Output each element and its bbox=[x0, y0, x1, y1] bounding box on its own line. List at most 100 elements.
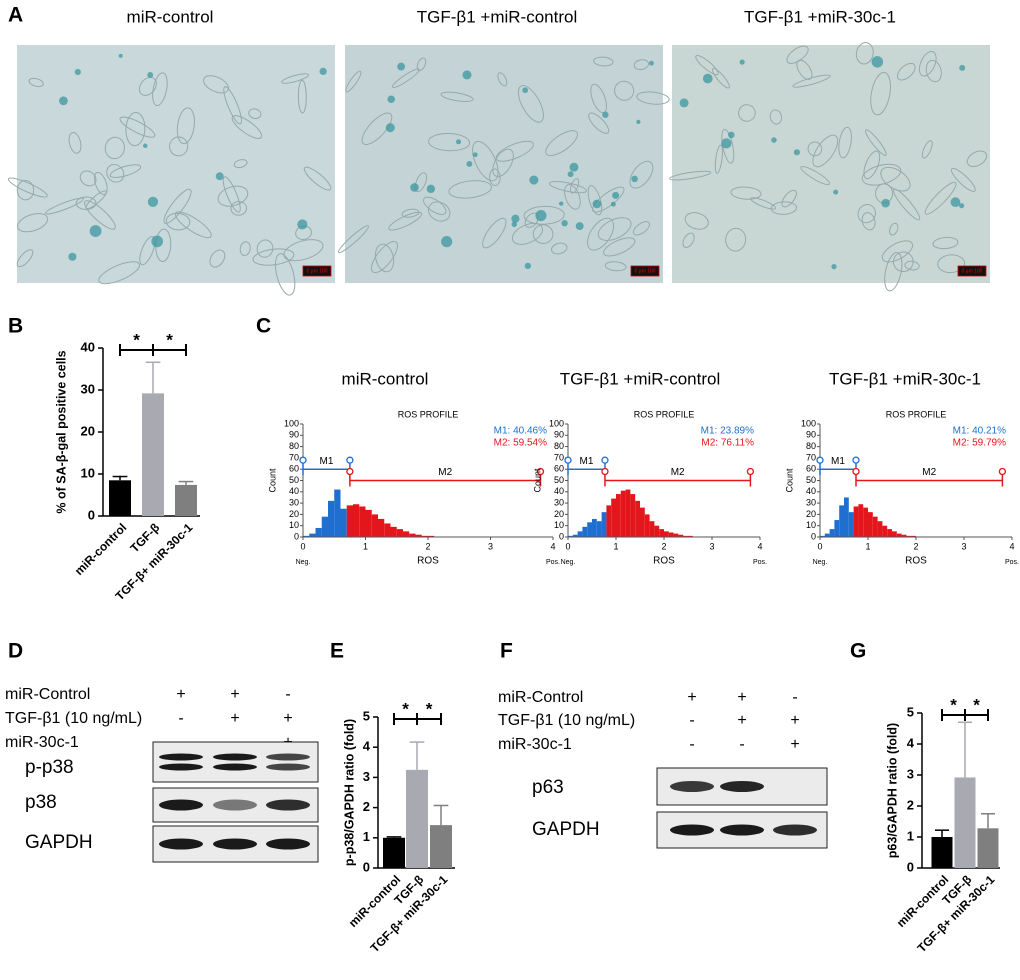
stained-cell bbox=[441, 236, 453, 248]
cell bbox=[139, 236, 156, 266]
cell bbox=[98, 261, 141, 285]
cell bbox=[812, 134, 839, 168]
cell bbox=[588, 112, 610, 134]
y-tick-label: 40 bbox=[289, 486, 299, 496]
cell bbox=[532, 224, 554, 244]
significance-label: * bbox=[133, 330, 140, 349]
cell bbox=[586, 217, 615, 251]
treatment-mark: + bbox=[176, 686, 185, 703]
histogram-bar bbox=[901, 534, 907, 537]
significance-label: * bbox=[950, 695, 957, 714]
x-tick-label: miR-control bbox=[72, 520, 130, 578]
cell bbox=[68, 132, 82, 154]
stained-cell bbox=[472, 152, 478, 158]
treatment-label: miR-30c-1 bbox=[498, 736, 572, 753]
cell bbox=[750, 197, 777, 210]
histogram-bar bbox=[384, 523, 391, 537]
y-tick-label: 10 bbox=[806, 520, 816, 530]
significance-label: * bbox=[973, 695, 980, 714]
scale-bar bbox=[957, 265, 987, 277]
scale-bar-label: 0 μm 100 bbox=[307, 268, 328, 274]
bar bbox=[931, 837, 953, 868]
blot-band bbox=[213, 838, 257, 850]
treatment-mark: + bbox=[283, 710, 292, 727]
cell bbox=[769, 109, 783, 125]
cell bbox=[881, 240, 914, 263]
histogram-bar bbox=[315, 527, 322, 537]
micrograph-title: miR-control bbox=[127, 7, 214, 26]
histogram-bar bbox=[378, 518, 385, 537]
stained-cell bbox=[950, 197, 961, 208]
y-tick-label: 50 bbox=[289, 475, 299, 485]
x-tick-label: 1 bbox=[865, 541, 870, 551]
x-tick-label: 1 bbox=[363, 541, 368, 551]
x-end-label: Neg. bbox=[296, 559, 311, 566]
cell bbox=[281, 73, 309, 84]
plot-title: ROS PROFILE bbox=[634, 409, 695, 419]
cell bbox=[337, 225, 370, 254]
micrograph: 0 μm 100 bbox=[669, 42, 990, 292]
y-tick-label: 100 bbox=[801, 418, 816, 428]
cell bbox=[416, 57, 427, 72]
cell bbox=[223, 86, 242, 125]
cell bbox=[857, 204, 876, 224]
histogram-bar bbox=[390, 526, 397, 537]
x-tick-label: 4 bbox=[757, 541, 762, 551]
treatment-label: TGF-β1 (10 ng/mL) bbox=[498, 712, 635, 729]
bar bbox=[109, 480, 131, 516]
y-tick-label: 70 bbox=[806, 452, 816, 462]
y-axis-label: Count bbox=[532, 468, 542, 493]
cell bbox=[391, 68, 420, 88]
y-tick-label: 100 bbox=[284, 418, 299, 428]
cell bbox=[303, 166, 332, 191]
gate-name: M1 bbox=[831, 456, 845, 467]
cell bbox=[233, 159, 248, 169]
histogram-bar bbox=[328, 500, 335, 537]
scale-bar bbox=[630, 265, 660, 277]
cell bbox=[217, 185, 249, 207]
cell bbox=[497, 72, 508, 87]
bar bbox=[406, 769, 428, 868]
treatment-label: miR-Control bbox=[5, 686, 90, 703]
stained-cell bbox=[522, 87, 529, 94]
cell bbox=[169, 136, 189, 157]
histogram-bar bbox=[892, 531, 897, 537]
cell bbox=[966, 150, 988, 168]
histogram-bar bbox=[421, 535, 428, 537]
histogram-bar bbox=[678, 534, 684, 537]
gate-handle bbox=[998, 467, 1007, 476]
cell bbox=[165, 212, 191, 231]
significance-label: * bbox=[426, 699, 433, 718]
histogram-bar bbox=[824, 533, 830, 537]
cell bbox=[937, 254, 966, 274]
y-axis-label: % of SA-β-gal positive cells bbox=[54, 350, 68, 513]
histogram-title: TGF-β1 +miR-30c-1 bbox=[829, 369, 981, 388]
cell bbox=[738, 104, 756, 122]
cell bbox=[109, 164, 142, 178]
cell bbox=[163, 188, 192, 224]
cell bbox=[863, 150, 881, 180]
stained-cell bbox=[831, 264, 837, 270]
cell bbox=[669, 170, 712, 181]
blot-band bbox=[266, 763, 310, 771]
histogram-bar bbox=[820, 535, 825, 537]
blot-band bbox=[159, 753, 203, 761]
gate-legend: M1: 23.89% bbox=[701, 426, 754, 437]
cell bbox=[545, 130, 578, 157]
cell bbox=[176, 107, 195, 145]
x-end-label: Pos. bbox=[546, 559, 560, 566]
histogram-bar bbox=[309, 533, 316, 537]
y-tick-label: 90 bbox=[289, 430, 299, 440]
plot-title: ROS PROFILE bbox=[886, 409, 947, 419]
cell bbox=[239, 241, 251, 257]
y-tick-label: 1 bbox=[363, 829, 370, 844]
histogram-bar bbox=[858, 504, 864, 537]
histogram-bar bbox=[668, 532, 674, 537]
histogram-bar bbox=[572, 534, 578, 537]
gate-legend: M1: 40.21% bbox=[953, 426, 1006, 437]
blot-band bbox=[670, 824, 714, 836]
cell bbox=[231, 115, 263, 139]
cell bbox=[274, 253, 296, 296]
y-tick-label: 40 bbox=[554, 486, 564, 496]
cell bbox=[203, 75, 229, 94]
